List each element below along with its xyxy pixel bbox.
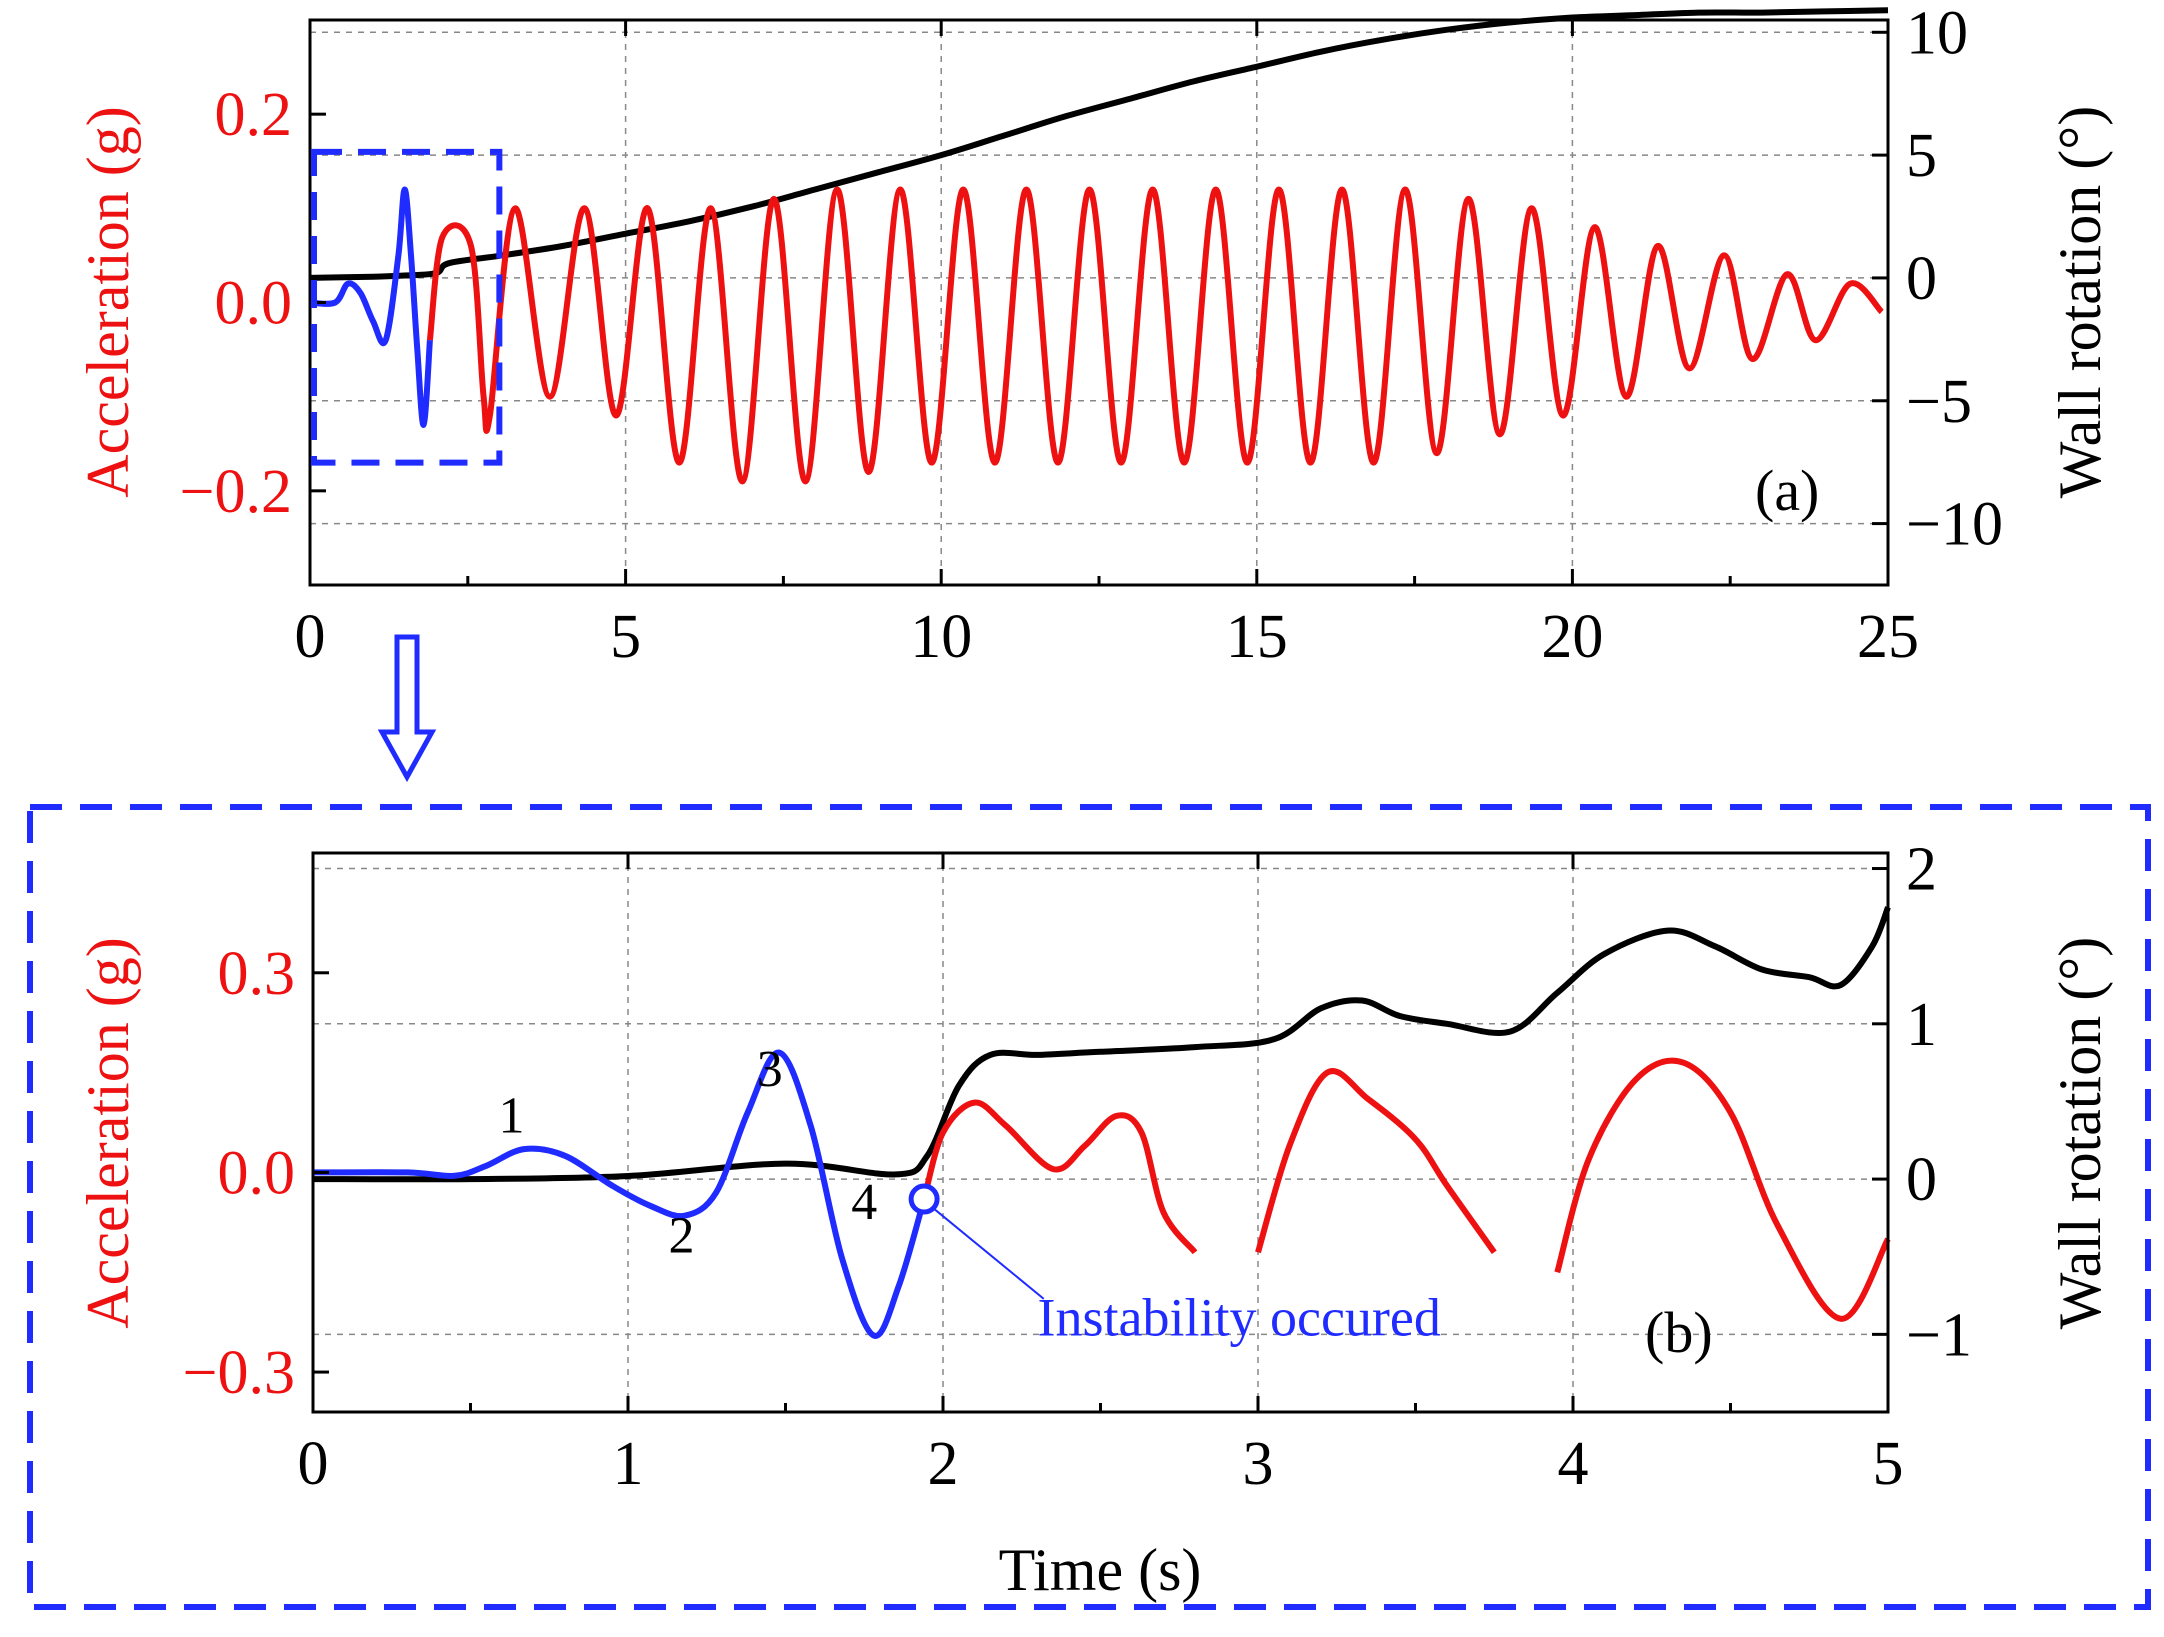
pulse-number-label: 2 (669, 1207, 695, 1264)
ticks-b: 0 1 2 3 4 5 0.3 0.0 −0.3 2 1 0 −1 (183, 836, 1972, 1498)
y-tick-label-right: 2 (1906, 836, 1937, 904)
acceleration-segment-b (1255, 1068, 1497, 1255)
ticks-a: 0 5 10 15 20 25 0.2 0.0 −0.2 10 5 0 −5 −10 (180, 0, 2003, 671)
acceleration-pulse-line-b (312, 1049, 927, 1339)
instability-label: Instability occured (1038, 1288, 1441, 1348)
y-axis-label-right-a: Wall rotation (°) (2047, 106, 2113, 498)
y-tick-label-left: 0.0 (218, 1139, 296, 1207)
x-axis-label-b: Time (s) (999, 1537, 1202, 1603)
x-tick-label: 1 (613, 1430, 644, 1498)
acceleration-segment-b (1554, 1057, 1891, 1322)
panel-label-b: (b) (1645, 1300, 1713, 1365)
y-tick-label-left: 0.0 (215, 270, 293, 338)
panel-a: 0 5 10 15 20 25 0.2 0.0 −0.2 10 5 0 −5 −10 Accelerati… (75, 0, 2113, 671)
pulse-number-label: 1 (498, 1088, 524, 1145)
panel-label-a: (a) (1755, 458, 1819, 523)
x-tick-label: 4 (1558, 1430, 1589, 1498)
series-b (312, 906, 1891, 1339)
y-tick-label-right: 10 (1906, 0, 1968, 67)
x-tick-label: 0 (295, 603, 326, 671)
inset-frame (27, 804, 2151, 1610)
pulse-number-label: 3 (757, 1041, 783, 1098)
acceleration-line-a (426, 186, 1884, 485)
x-tick-label: 3 (1243, 1430, 1274, 1498)
x-tick-label: 25 (1857, 603, 1919, 671)
zoom-box (311, 148, 503, 466)
down-arrow-icon (377, 634, 437, 783)
acceleration-pulse-line-a (309, 186, 433, 428)
y-tick-label-left: 0.3 (218, 940, 296, 1008)
y-tick-label-left: 0.2 (215, 81, 293, 149)
y-axis-label-left-b: Acceleration (g) (75, 937, 141, 1328)
instability-leader-line (932, 1207, 1045, 1300)
y-axis-label-right-b: Wall rotation (°) (2047, 937, 2113, 1329)
y-tick-label-right: 0 (1906, 245, 1937, 313)
wall-rotation-line-a (309, 7, 1889, 281)
x-tick-label: 2 (928, 1430, 959, 1498)
acceleration-segment-b (921, 1099, 1198, 1255)
y-tick-label-right: 0 (1906, 1146, 1937, 1214)
annotations-b: 1 2 3 4 Instability occured (498, 1041, 1440, 1348)
y-axis-label-left-a: Acceleration (g) (75, 106, 141, 497)
x-tick-label: 0 (298, 1430, 329, 1498)
x-tick-label: 5 (1873, 1430, 1904, 1498)
y-tick-label-left: −0.3 (183, 1339, 295, 1407)
y-tick-label-right: 5 (1906, 122, 1937, 190)
pulse-number-label: 4 (851, 1174, 877, 1231)
y-tick-label-right: −10 (1906, 491, 2003, 559)
y-tick-label-right: −5 (1906, 368, 1972, 436)
series-a (309, 7, 1889, 485)
x-tick-label: 10 (910, 603, 972, 671)
x-tick-label: 20 (1541, 603, 1603, 671)
y-tick-label-left: −0.2 (180, 458, 292, 526)
y-tick-label-right: 1 (1906, 991, 1937, 1059)
x-tick-label: 5 (610, 603, 641, 671)
y-tick-label-right: −1 (1906, 1301, 1972, 1369)
x-tick-label: 15 (1226, 603, 1288, 671)
wall-rotation-line-b (312, 906, 1891, 1183)
grid-a (310, 20, 1888, 585)
panel-b: 0 1 2 3 4 5 0.3 0.0 −0.3 2 1 0 −1 1 2 3 4 Instability oc… (27, 804, 2151, 1610)
instability-marker (908, 1183, 940, 1215)
